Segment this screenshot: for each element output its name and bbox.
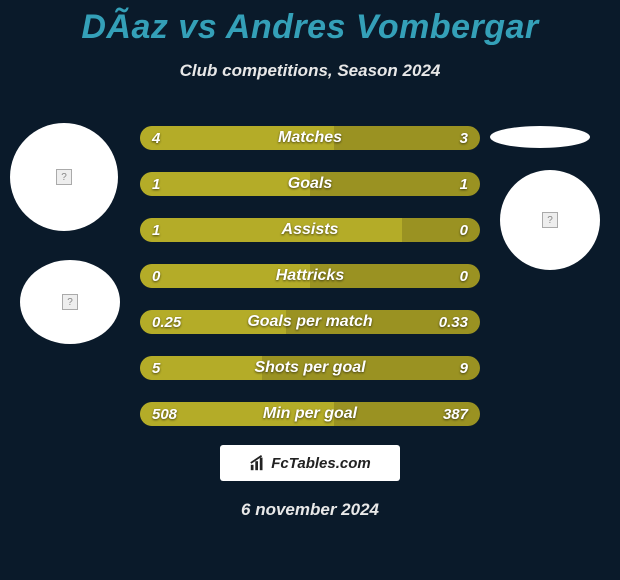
stat-label: Assists — [140, 218, 480, 242]
stat-label: Min per goal — [140, 402, 480, 426]
page-subtitle: Club competitions, Season 2024 — [0, 61, 620, 81]
page-title: DÃ­az vs Andres Vombergar — [0, 0, 620, 47]
stat-row: 10Assists — [140, 218, 480, 242]
player1-avatar-large: ? — [10, 123, 118, 231]
player2-ellipse — [490, 126, 590, 148]
image-placeholder-icon: ? — [542, 212, 558, 228]
brand-box[interactable]: FcTables.com — [220, 445, 400, 481]
stat-label: Matches — [140, 126, 480, 150]
image-placeholder-icon: ? — [56, 169, 72, 185]
player1-avatar-small: ? — [20, 260, 120, 344]
stat-row: 59Shots per goal — [140, 356, 480, 380]
stat-label: Goals — [140, 172, 480, 196]
comparison-bars: 43Matches 11Goals 10Assists 00Hattricks 0.25… — [140, 126, 480, 448]
stat-row: 508387Min per goal — [140, 402, 480, 426]
stat-label: Goals per match — [140, 310, 480, 334]
stat-row: 11Goals — [140, 172, 480, 196]
stat-label: Shots per goal — [140, 356, 480, 380]
brand-chart-icon — [249, 454, 267, 472]
image-placeholder-icon: ? — [62, 294, 78, 310]
player2-avatar-large: ? — [500, 170, 600, 270]
date-text: 6 november 2024 — [0, 500, 620, 520]
brand-text: FcTables.com — [271, 455, 370, 472]
stat-label: Hattricks — [140, 264, 480, 288]
stat-row: 0.250.33Goals per match — [140, 310, 480, 334]
stat-row: 43Matches — [140, 126, 480, 150]
stat-row: 00Hattricks — [140, 264, 480, 288]
